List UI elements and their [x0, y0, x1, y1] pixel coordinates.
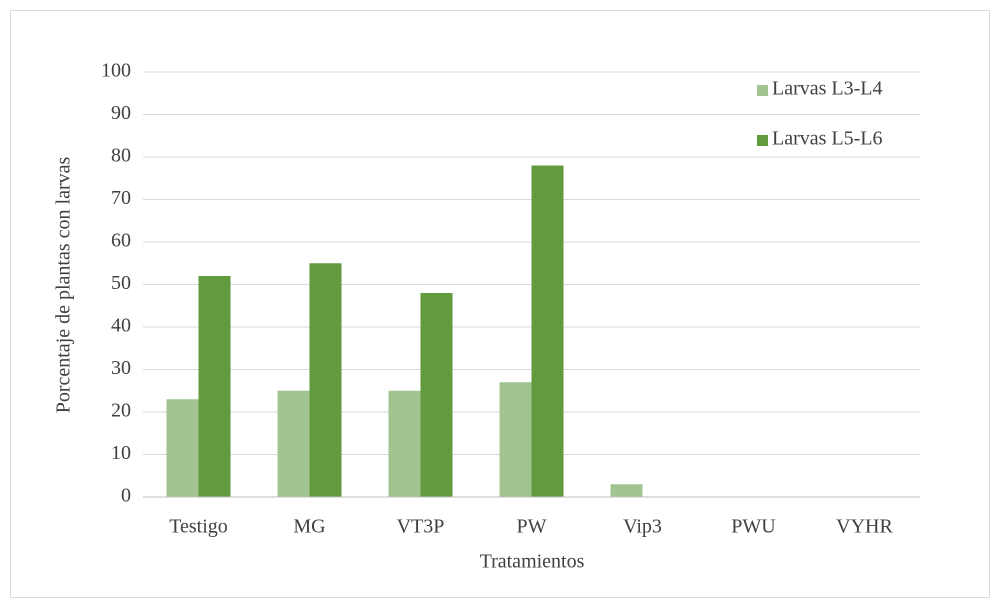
y-tick-label: 90 — [111, 102, 131, 124]
bar — [277, 390, 310, 497]
y-tick-label: 40 — [111, 315, 131, 337]
y-axis-label: Porcentaje de plantas con larvas — [53, 157, 75, 414]
x-axis-label: Tratamientos — [480, 551, 585, 573]
y-tick-label: 20 — [111, 400, 131, 422]
x-tick-label: Testigo — [169, 516, 228, 538]
y-tick-label: 10 — [111, 442, 131, 464]
chart-border — [10, 10, 990, 598]
bar — [309, 263, 342, 497]
x-tick-label: Vip3 — [623, 516, 662, 538]
y-tick-label: 30 — [111, 357, 131, 379]
x-tick-label: VYHR — [836, 516, 893, 538]
bar — [531, 165, 564, 497]
bar — [420, 293, 453, 497]
x-tick-label: PW — [517, 516, 547, 538]
bar — [166, 399, 199, 497]
y-tick-label: 60 — [111, 230, 131, 252]
legend-swatch — [757, 85, 768, 96]
y-tick-label: 80 — [111, 145, 131, 167]
legend-label: Larvas L5-L6 — [772, 128, 883, 150]
legend-label: Larvas L3-L4 — [772, 78, 883, 100]
y-tick-label: 100 — [101, 60, 131, 82]
y-tick-label: 70 — [111, 187, 131, 209]
y-tick-label: 0 — [121, 485, 131, 507]
legend-swatch — [757, 135, 768, 146]
x-tick-label: MG — [293, 516, 325, 538]
bar — [198, 276, 231, 497]
bar — [388, 390, 421, 497]
bar — [499, 382, 532, 497]
bar — [610, 484, 643, 497]
x-tick-label: PWU — [731, 516, 776, 538]
x-tick-label: VT3P — [397, 516, 445, 538]
y-tick-label: 50 — [111, 272, 131, 294]
